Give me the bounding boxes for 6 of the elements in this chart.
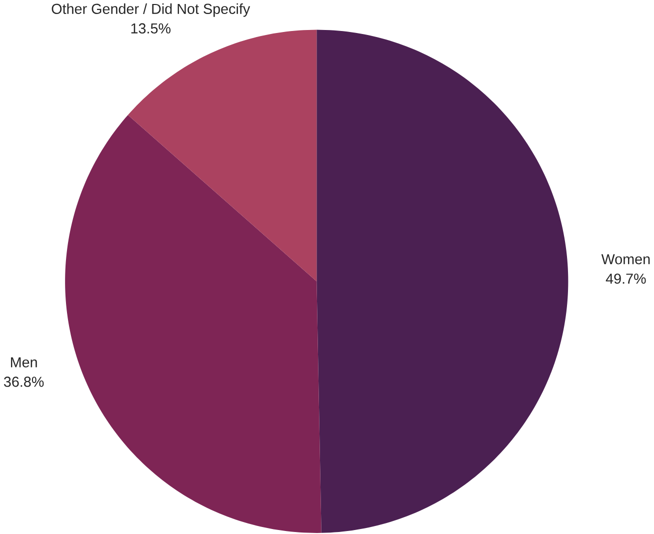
data-label: 13.5% (131, 23, 171, 34)
slice-label: Men (11, 357, 37, 368)
slice-label: Other Gender / Did Not Specify (52, 3, 250, 17)
slice-label: Women (601, 254, 650, 264)
data-label: 36.8% (4, 376, 44, 387)
data-label: 49.7% (606, 274, 646, 284)
